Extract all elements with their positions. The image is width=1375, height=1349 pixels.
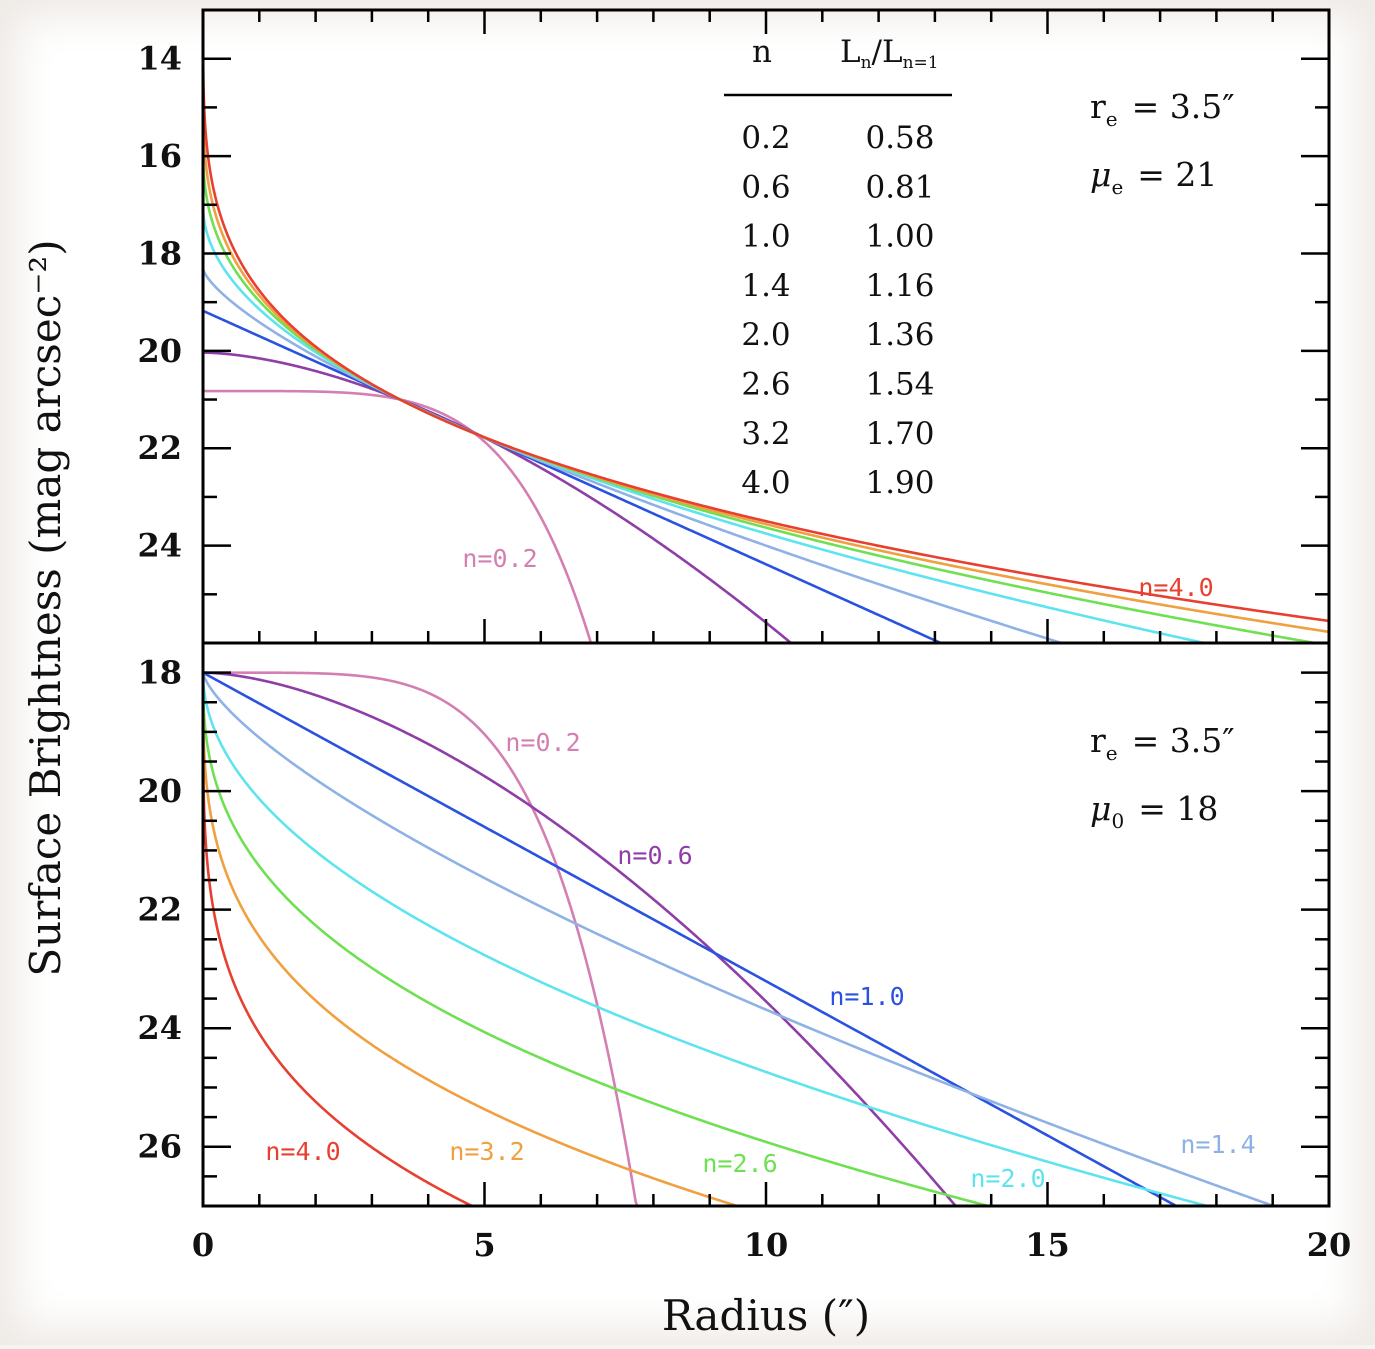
bottom-curve-label: n=4.0 (265, 1137, 340, 1166)
bottom-y-tick-label: 18 (137, 654, 182, 692)
table-cell-ratio: 1.00 (865, 219, 934, 255)
top-curve-n-2 (201, 205, 1206, 645)
bottom-mu-note: μ0 = 18 (1090, 789, 1218, 833)
x-tick-label: 5 (473, 1226, 495, 1264)
bottom-curve-label: n=2.6 (702, 1149, 777, 1178)
bottom-curve-label: n=0.2 (505, 728, 580, 757)
bottom-curve-label: n=0.6 (617, 841, 692, 870)
table-cell-n: 1.4 (741, 268, 790, 304)
x-tick-label: 0 (192, 1226, 214, 1264)
top-curve-label: n=4.0 (1138, 573, 1213, 602)
top-y-tick-label: 16 (137, 137, 182, 175)
top-params: re = 3.5″ μe = 21 (1090, 87, 1235, 199)
bottom-curve-label: n=2.0 (970, 1164, 1045, 1193)
bottom-curve-label: n=1.0 (829, 982, 904, 1011)
table-cell-ratio: 0.58 (865, 120, 934, 156)
top-curve-n-4 (201, 37, 1330, 623)
x-tick-label: 15 (1025, 1226, 1070, 1264)
table-cell-ratio: 1.36 (865, 317, 934, 353)
bottom-curve-n-4 (201, 672, 473, 1208)
top-curve-label: n=0.2 (462, 544, 537, 573)
top-y-tick-label: 24 (137, 527, 182, 565)
top-y-tick-label: 20 (137, 332, 182, 370)
table-cell-n: 2.0 (741, 317, 790, 353)
table-cell-n: 3.2 (741, 416, 790, 452)
luminosity-table: n Ln/Ln=1 0.2 0.58 0.6 0.81 1.0 1.00 1.4 1.16 2.… (724, 34, 952, 501)
bottom-re-note: re = 3.5″ (1090, 721, 1235, 765)
bottom-curve-n-2 (201, 672, 1208, 1208)
y-axis-title: Surface Brightness (mag arcsec⁻²) (21, 239, 70, 976)
top-curve-n-0.6 (203, 351, 793, 645)
top-mu-note: μe = 21 (1090, 155, 1217, 199)
top-re-note: re = 3.5″ (1090, 87, 1235, 131)
x-tick-label: 20 (1307, 1226, 1352, 1264)
top-y-tick-label: 22 (137, 429, 182, 467)
bottom-y-tick-label: 22 (137, 891, 182, 929)
top-curve-n-1 (202, 309, 943, 645)
bottom-curve-label: n=1.4 (1180, 1130, 1255, 1159)
bottom-y-tick-label: 24 (137, 1009, 182, 1047)
table-cell-ratio: 1.70 (865, 416, 934, 452)
table-header-n: n (752, 34, 772, 70)
bottom-curve-n-3.2 (201, 672, 738, 1208)
table-cell-ratio: 0.81 (865, 169, 934, 205)
bottom-y-tick-label: 26 (137, 1128, 182, 1166)
table-cell-ratio: 1.90 (865, 465, 934, 501)
bottom-curve-n-2.6 (201, 672, 990, 1208)
bottom-y-tick-label: 20 (137, 772, 182, 810)
table-cell-ratio: 1.16 (865, 268, 934, 304)
bottom-curve-n-0.6 (203, 671, 957, 1207)
bottom-params: re = 3.5″ μ0 = 18 (1090, 721, 1235, 833)
table-cell-n: 0.2 (741, 120, 790, 156)
table-cell-n: 4.0 (741, 465, 790, 501)
bottom-curve-label: n=3.2 (449, 1137, 524, 1166)
top-y-tick-label: 14 (137, 40, 182, 78)
x-axis-title: Radius (″) (662, 1291, 870, 1340)
bottom-curve-n-1 (202, 671, 1178, 1208)
table-cell-n: 1.0 (741, 219, 790, 255)
table-cell-n: 2.6 (741, 367, 790, 403)
bottom-curve-n-1.4 (201, 672, 1276, 1208)
table-cell-ratio: 1.54 (865, 367, 934, 403)
top-y-tick-label: 18 (137, 234, 182, 272)
table-header-ratio: Ln/Ln=1 (840, 34, 939, 73)
table-cell-n: 0.6 (741, 169, 790, 205)
x-tick-label: 10 (744, 1226, 789, 1264)
top-curve-n-0.2 (203, 389, 593, 645)
